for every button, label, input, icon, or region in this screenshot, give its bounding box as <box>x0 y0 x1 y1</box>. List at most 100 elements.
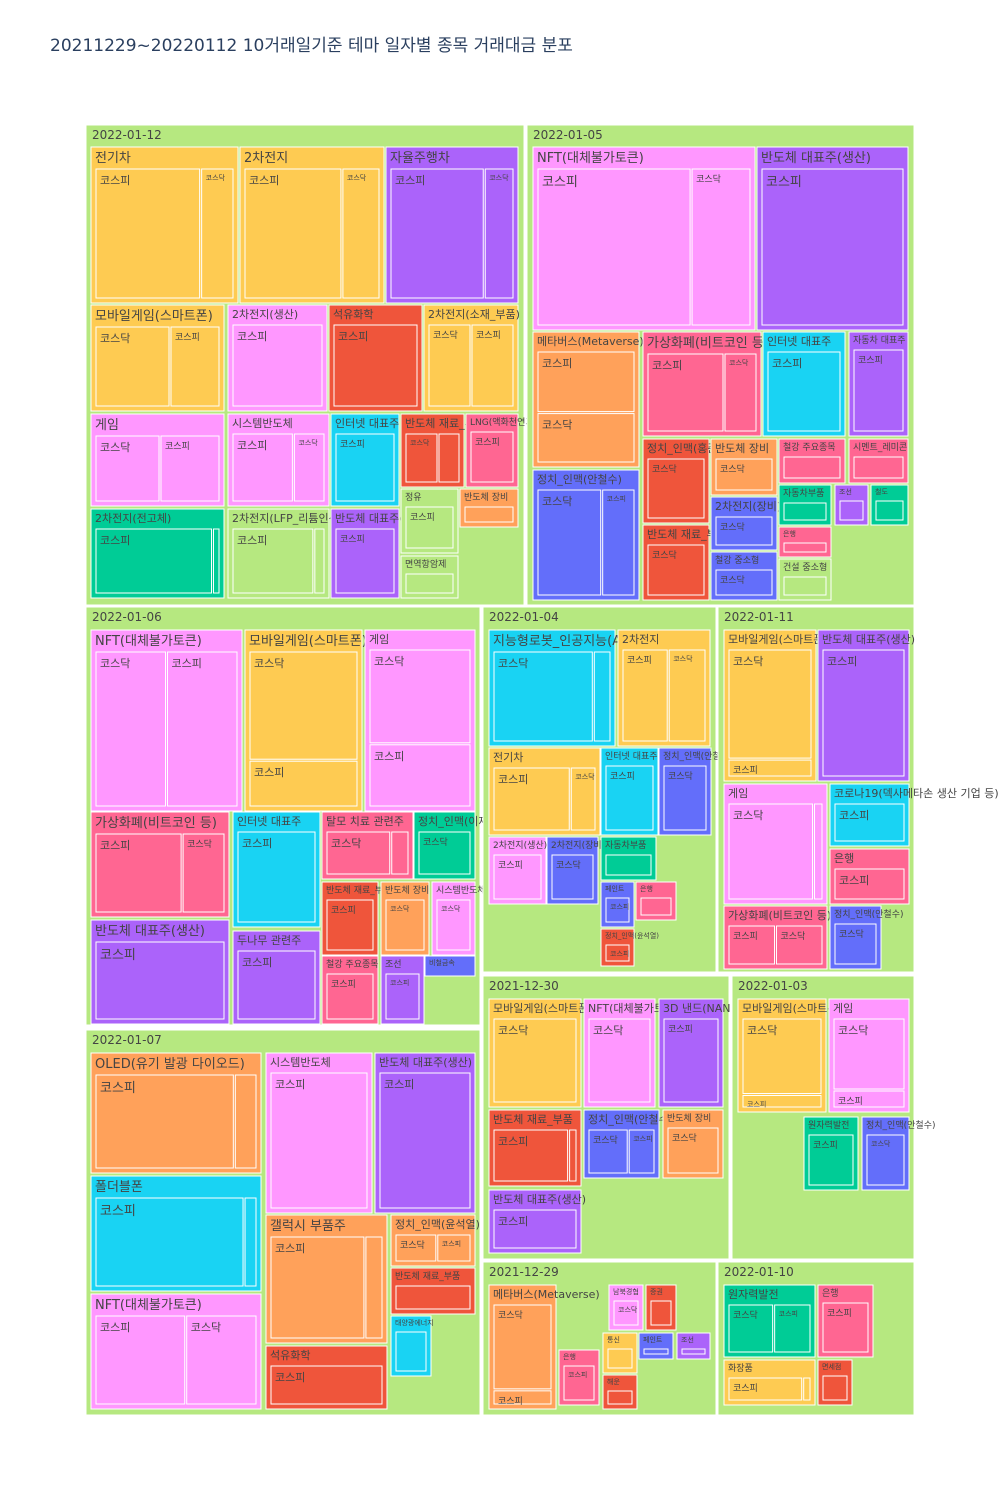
market-box[interactable] <box>839 500 864 521</box>
market-box[interactable] <box>493 1304 552 1390</box>
market-box[interactable] <box>776 925 823 965</box>
market-box[interactable] <box>484 168 514 299</box>
market-box[interactable] <box>833 1090 905 1108</box>
market-box[interactable] <box>605 944 630 962</box>
market-box[interactable] <box>493 767 570 831</box>
market-box[interactable] <box>493 1390 552 1405</box>
market-box[interactable] <box>834 868 905 900</box>
market-box[interactable] <box>326 973 374 1020</box>
market-box[interactable] <box>667 1127 719 1174</box>
market-box[interactable] <box>803 1377 811 1401</box>
market-box[interactable] <box>95 651 166 807</box>
market-box[interactable] <box>270 1365 383 1405</box>
market-box[interactable] <box>405 506 454 549</box>
market-box[interactable] <box>853 456 904 479</box>
market-box[interactable] <box>201 168 234 299</box>
market-box[interactable] <box>728 1377 803 1401</box>
market-box[interactable] <box>715 458 773 491</box>
market-box[interactable] <box>537 168 691 326</box>
market-box[interactable] <box>728 925 775 965</box>
market-box[interactable] <box>335 528 395 594</box>
market-box[interactable] <box>270 1072 368 1209</box>
market-box[interactable] <box>834 923 877 965</box>
market-box[interactable] <box>391 831 409 875</box>
market-box[interactable] <box>428 324 471 407</box>
market-box[interactable] <box>783 502 827 521</box>
market-box[interactable] <box>640 897 672 916</box>
market-box[interactable] <box>822 1302 869 1353</box>
market-box[interactable] <box>95 833 182 913</box>
market-box[interactable] <box>244 168 342 299</box>
market-box[interactable] <box>647 353 724 432</box>
market-box[interactable] <box>95 435 160 502</box>
market-box[interactable] <box>390 168 484 299</box>
market-box[interactable] <box>783 542 827 553</box>
market-box[interactable] <box>647 458 705 519</box>
market-box[interactable] <box>95 168 201 299</box>
market-box[interactable] <box>232 433 293 502</box>
market-box[interactable] <box>647 544 705 596</box>
market-box[interactable] <box>569 1129 577 1182</box>
market-box[interactable] <box>95 1197 244 1287</box>
market-box[interactable] <box>365 1236 383 1339</box>
market-box[interactable] <box>663 1018 719 1103</box>
market-box[interactable] <box>537 489 602 596</box>
market-box[interactable] <box>814 803 823 900</box>
market-box[interactable] <box>715 569 773 596</box>
market-box[interactable] <box>605 854 652 876</box>
market-box[interactable] <box>270 1236 365 1339</box>
market-box[interactable] <box>436 899 471 951</box>
market-box[interactable] <box>249 651 358 760</box>
market-box[interactable] <box>249 760 358 807</box>
market-box[interactable] <box>237 950 316 1020</box>
market-box[interactable] <box>379 1072 471 1209</box>
market-box[interactable] <box>588 1129 628 1174</box>
market-box[interactable] <box>822 1375 848 1401</box>
market-box[interactable] <box>691 168 751 326</box>
market-box[interactable] <box>650 1300 672 1326</box>
market-box[interactable] <box>622 649 668 742</box>
market-box[interactable] <box>551 854 594 900</box>
market-box[interactable] <box>326 899 374 951</box>
market-box[interactable] <box>95 1315 186 1405</box>
market-box[interactable] <box>643 1348 669 1355</box>
market-box[interactable] <box>170 326 220 407</box>
market-box[interactable] <box>808 1134 854 1186</box>
market-box[interactable] <box>395 1234 437 1262</box>
market-box[interactable] <box>182 833 225 913</box>
market-box[interactable] <box>167 651 238 807</box>
market-box[interactable] <box>588 1018 651 1103</box>
market-box[interactable] <box>607 1390 633 1405</box>
market-box[interactable] <box>385 899 425 951</box>
market-box[interactable] <box>369 649 471 744</box>
market-box[interactable] <box>767 351 841 432</box>
market-box[interactable] <box>244 1197 257 1287</box>
market-box[interactable] <box>783 456 841 479</box>
market-box[interactable] <box>605 897 630 923</box>
market-box[interactable] <box>493 1209 577 1249</box>
market-box[interactable] <box>237 831 316 923</box>
market-box[interactable] <box>853 349 904 432</box>
market-box[interactable] <box>537 413 635 463</box>
market-box[interactable] <box>724 353 757 432</box>
theme-box[interactable] <box>676 1332 711 1360</box>
market-box[interactable] <box>783 576 827 596</box>
market-box[interactable] <box>728 803 813 900</box>
market-box[interactable] <box>493 1018 577 1103</box>
market-box[interactable] <box>774 1304 811 1353</box>
market-box[interactable] <box>663 765 707 831</box>
market-box[interactable] <box>470 431 514 483</box>
market-box[interactable] <box>834 803 905 842</box>
market-box[interactable] <box>326 831 391 875</box>
market-box[interactable] <box>493 854 542 900</box>
market-box[interactable] <box>728 649 812 759</box>
market-box[interactable] <box>866 1134 905 1186</box>
market-box[interactable] <box>493 1129 569 1182</box>
market-box[interactable] <box>95 1074 234 1169</box>
market-box[interactable] <box>668 649 706 742</box>
market-box[interactable] <box>405 573 454 594</box>
market-box[interactable] <box>875 500 904 521</box>
theme-box[interactable] <box>424 955 476 977</box>
market-box[interactable] <box>95 941 225 1020</box>
market-box[interactable] <box>213 528 220 594</box>
